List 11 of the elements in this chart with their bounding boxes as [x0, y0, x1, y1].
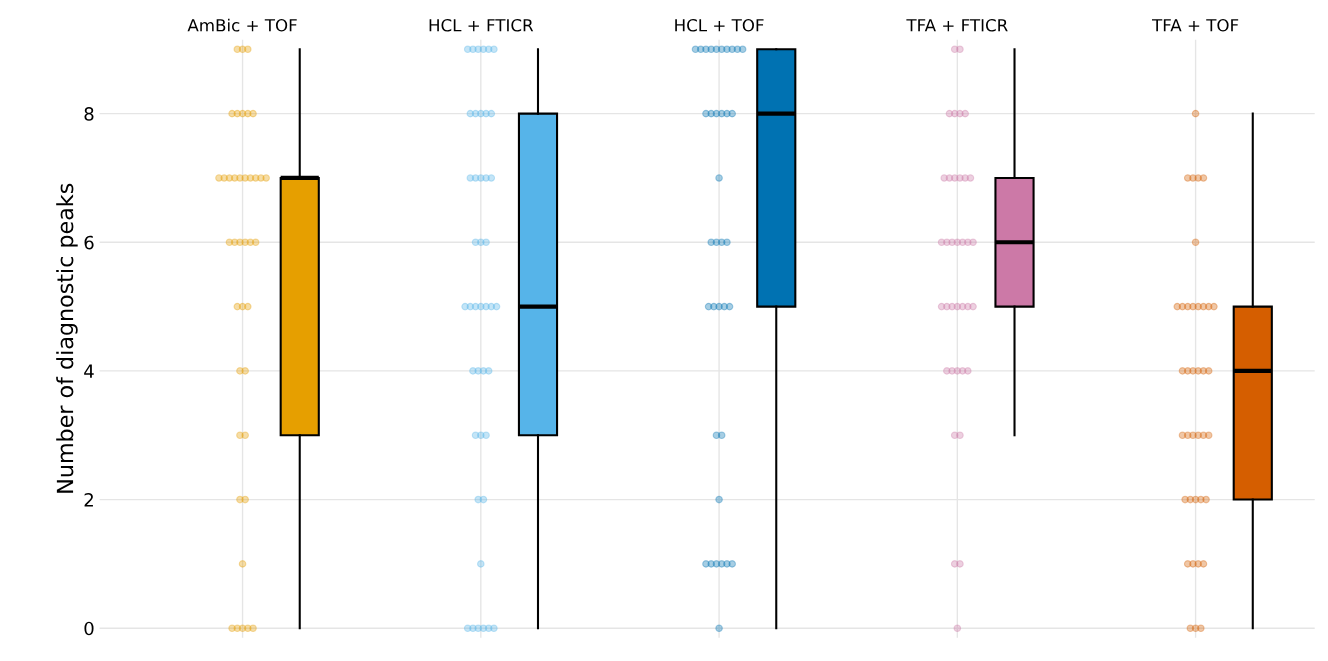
y-tick-label: 8 — [84, 107, 94, 121]
y-tick-label: 6 — [84, 235, 94, 250]
x-tick-label: HCL + FTICR — [429, 18, 534, 32]
y-tick-label: 0 — [84, 621, 94, 636]
y-tick-label: 2 — [84, 493, 93, 507]
x-tick-label: TFA + TOF — [1152, 18, 1239, 32]
x-tick-label: HCL + TOF — [675, 18, 764, 32]
x-tick-label: TFA + FTICR — [906, 18, 1008, 32]
x-tick-label: AmBic + TOF — [187, 18, 297, 32]
y-tick-label: 4 — [84, 364, 94, 378]
y-axis-title: Number of diagnostic peaks — [56, 183, 78, 493]
